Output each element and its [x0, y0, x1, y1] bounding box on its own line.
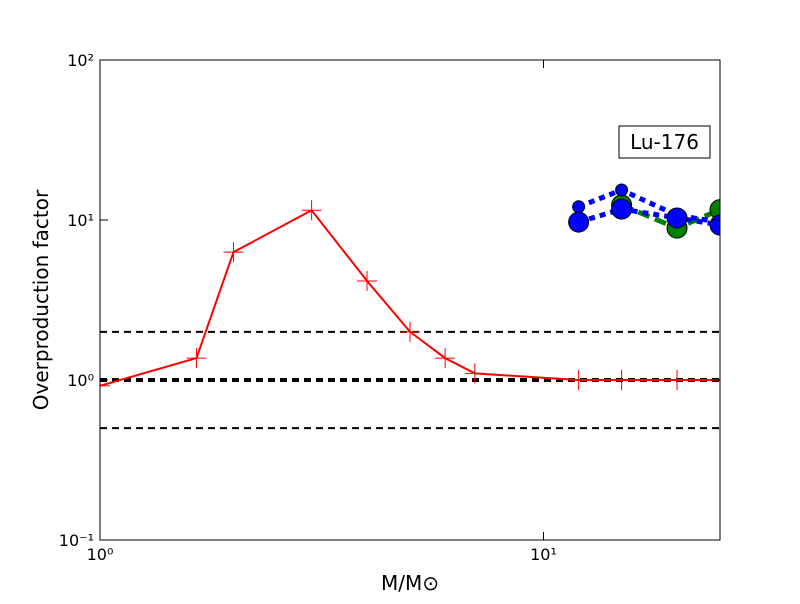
axes-frame	[99, 59, 721, 541]
x-axis-label: M/M⊙	[381, 571, 439, 595]
marker	[357, 270, 378, 291]
annotation: Lu-176	[630, 130, 699, 154]
x-tick-label: 10¹	[530, 545, 557, 564]
y-tick-label: 10²	[67, 51, 94, 70]
marker	[100, 375, 110, 396]
series-line	[577, 206, 720, 228]
marker	[400, 321, 420, 342]
y-tick-label: 10⁰	[67, 371, 94, 390]
marker	[667, 370, 688, 390]
marker	[709, 199, 720, 221]
y-tick-label: 10⁻¹	[59, 531, 94, 550]
marker	[186, 348, 207, 369]
marker	[435, 348, 456, 369]
x-tick-label: 10⁰	[87, 545, 114, 564]
marker	[568, 370, 589, 390]
marker	[572, 200, 586, 214]
series-line	[100, 209, 720, 387]
annotation-box	[618, 125, 711, 159]
marker	[666, 207, 688, 229]
marker	[611, 370, 632, 390]
marker	[615, 183, 629, 197]
y-tick-label: 10¹	[67, 211, 94, 230]
plot-area	[100, 183, 720, 430]
marker	[611, 198, 633, 220]
marker	[464, 363, 485, 384]
marker	[301, 200, 322, 221]
series-line	[577, 187, 720, 225]
marker	[223, 242, 244, 263]
marker	[568, 211, 590, 233]
y-axis-label: Overproduction factor	[29, 189, 53, 410]
